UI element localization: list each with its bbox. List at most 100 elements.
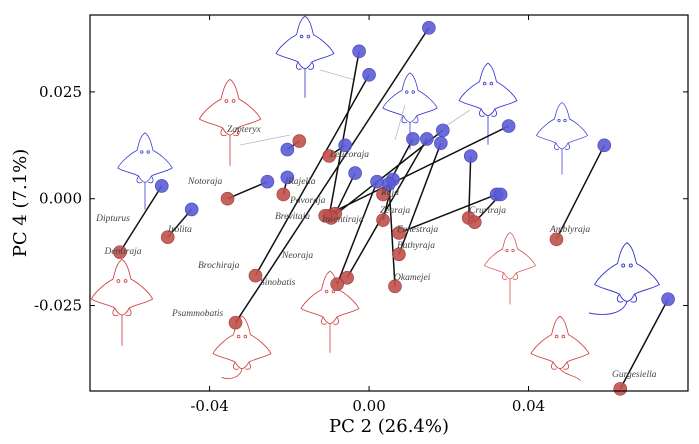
ray-eye-icon xyxy=(243,334,248,339)
ray-eye-icon xyxy=(621,263,626,268)
genus-label: Insentiraja xyxy=(321,215,364,225)
ray-silhouette-red-3 xyxy=(484,232,536,305)
pair-connector-line xyxy=(619,298,669,390)
ray-eye-icon xyxy=(628,263,633,268)
x-axis-title: PC 2 (26.4%) xyxy=(329,416,449,437)
ray-silhouette-red-1 xyxy=(198,78,262,166)
blue-point xyxy=(382,176,396,191)
ray-body-icon xyxy=(484,232,536,280)
pair-connector-line xyxy=(555,144,605,240)
ray-body-icon xyxy=(530,315,590,370)
x-tick-label: 0.00 xyxy=(352,397,385,415)
blue-point xyxy=(501,119,516,133)
blue-point xyxy=(362,68,376,82)
ray-silhouette-blue-6 xyxy=(588,242,660,315)
ray-fin-icon xyxy=(233,361,251,370)
ray-eye-icon xyxy=(557,118,561,123)
genus-label: Dipturus xyxy=(95,214,130,224)
ray-fin-icon xyxy=(321,316,339,325)
red-point xyxy=(292,134,307,148)
pair-connector-line xyxy=(336,181,378,285)
genus-label: Sinobatis xyxy=(260,278,296,288)
genus-label: Psammobatis xyxy=(171,309,224,319)
blue-point xyxy=(420,132,434,146)
data-points xyxy=(113,21,675,396)
pair-connector-line xyxy=(398,142,442,255)
leader-line xyxy=(239,134,291,146)
y-tick-label: 0.025 xyxy=(39,83,82,101)
ray-body-icon xyxy=(90,258,154,316)
ray-body-icon xyxy=(198,78,262,136)
genus-label: Fenestraja xyxy=(396,225,438,235)
ray-fin-icon xyxy=(479,108,497,117)
genus-label: Cruriraja xyxy=(469,206,506,216)
ray-eye-icon xyxy=(236,334,241,339)
ray-eye-icon xyxy=(561,334,566,339)
genus-label: Okamejei xyxy=(394,273,431,283)
genus-label: Neoraja xyxy=(281,251,313,261)
blue-point xyxy=(406,132,420,146)
ray-silhouettes xyxy=(90,15,660,381)
ray-silhouette-blue-4 xyxy=(536,102,588,175)
red-point xyxy=(330,277,344,291)
ray-eye-icon xyxy=(411,90,415,94)
ray-eye-icon xyxy=(505,248,509,253)
ray-silhouette-blue-3 xyxy=(458,62,518,145)
x-tick-label: -0.04 xyxy=(190,397,228,415)
y-axis-title: PC 4 (7.1%) xyxy=(10,149,31,258)
ray-silhouette-red-6 xyxy=(530,315,590,381)
blue-point xyxy=(422,21,436,35)
ray-eye-icon xyxy=(123,279,128,283)
ray-fin-icon xyxy=(136,175,154,184)
genus-label: Brochiraja xyxy=(198,261,240,271)
genus-label: Brevitaja xyxy=(275,212,310,222)
blue-point xyxy=(280,170,295,185)
ray-fin-icon xyxy=(220,127,240,137)
plot-frame xyxy=(89,14,689,392)
pair-connector-line xyxy=(254,74,370,277)
y-tick-label: 0.000 xyxy=(39,190,82,208)
genus-label: Amblyraja xyxy=(549,225,590,235)
pair-connector-line xyxy=(398,193,497,234)
blue-point xyxy=(260,174,275,189)
ray-body-icon xyxy=(212,315,272,370)
ray-body-icon xyxy=(300,270,360,325)
leader-lines xyxy=(239,69,471,146)
y-tick-label: -0.025 xyxy=(34,297,82,315)
blue-point xyxy=(348,166,362,180)
red-point xyxy=(549,232,564,247)
genus-label: Raja xyxy=(380,188,399,198)
ray-eye-icon xyxy=(511,248,515,253)
red-point xyxy=(467,215,482,230)
blue-point xyxy=(352,44,366,59)
ray-eye-icon xyxy=(331,289,336,294)
ray-body-icon xyxy=(536,102,588,150)
ray-eye-icon xyxy=(405,90,409,94)
x-tick-label: 0.04 xyxy=(512,397,545,415)
ray-fin-icon xyxy=(296,61,314,70)
genus-label: Leucoraja xyxy=(329,150,369,160)
genus-label: Dentiraja xyxy=(104,247,142,257)
pair-connector-line xyxy=(346,138,428,279)
ray-eye-icon xyxy=(489,81,494,86)
blue-point xyxy=(370,174,384,189)
ray-eye-icon xyxy=(554,334,559,339)
red-point xyxy=(322,149,337,163)
pair-connector-line xyxy=(467,155,472,218)
ray-eye-icon xyxy=(224,99,229,103)
blue-point xyxy=(338,138,352,153)
red-point xyxy=(392,247,406,262)
blue-point xyxy=(463,149,478,163)
ray-silhouette-red-4 xyxy=(300,270,360,353)
red-point xyxy=(388,279,402,294)
ray-silhouette-red-2 xyxy=(90,258,154,346)
red-point xyxy=(220,191,235,206)
genus-labels: Dipturus Dentiraja Irolita Notoraja Zapteryx… xyxy=(95,125,657,380)
ray-body-icon xyxy=(117,132,173,183)
blue-point xyxy=(154,179,169,193)
ray-silhouette-blue-5 xyxy=(117,132,173,210)
pair-connector-line xyxy=(324,125,509,217)
ray-eye-icon xyxy=(146,150,150,154)
ray-eye-icon xyxy=(231,99,236,103)
